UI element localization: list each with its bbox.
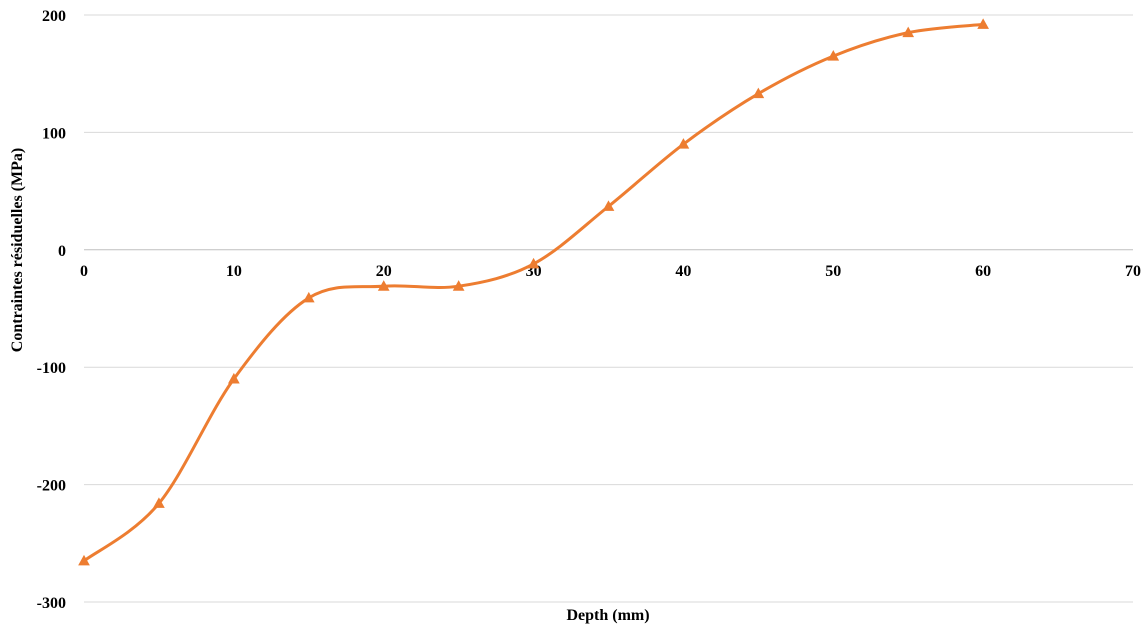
y-tick-label: 100 xyxy=(42,125,66,142)
x-tick-label: 0 xyxy=(80,263,88,280)
data-point-marker xyxy=(78,554,90,566)
x-tick-labels: 0 10 20 30 40 50 60 70 xyxy=(80,263,1141,280)
x-tick-label: 40 xyxy=(675,263,691,280)
data-point-marker xyxy=(452,280,465,291)
data-point-marker xyxy=(228,372,240,384)
data-point-marker xyxy=(827,50,840,61)
y-axis-title: Contraintes résiduelles (MPa) xyxy=(9,148,26,352)
data-point-marker xyxy=(153,497,165,508)
data-point-marker xyxy=(752,87,765,99)
data-point-marker xyxy=(977,18,989,29)
x-tick-label: 20 xyxy=(376,263,392,280)
x-tick-label: 60 xyxy=(975,263,991,280)
x-tick-label: 50 xyxy=(825,263,841,280)
data-point-marker xyxy=(377,280,390,291)
data-point-marker xyxy=(902,26,915,38)
x-tick-label: 70 xyxy=(1125,263,1141,280)
x-axis-title: Depth (mm) xyxy=(566,607,649,624)
series-group xyxy=(78,18,989,566)
y-tick-label: -200 xyxy=(37,478,66,495)
series-line xyxy=(82,22,985,563)
x-tick-label: 10 xyxy=(226,263,242,280)
y-tick-label: 0 xyxy=(58,243,66,260)
y-tick-label: -100 xyxy=(37,360,66,377)
y-tick-label: -300 xyxy=(37,595,66,612)
gridlines xyxy=(84,14,1133,603)
data-point-marker xyxy=(677,138,690,149)
y-tick-label: 200 xyxy=(42,8,66,25)
data-point-marker xyxy=(602,200,615,211)
y-tick-labels: 200 100 0 -100 -200 -300 xyxy=(37,8,66,612)
data-point-marker xyxy=(527,257,540,269)
data-point-marker xyxy=(302,291,315,303)
